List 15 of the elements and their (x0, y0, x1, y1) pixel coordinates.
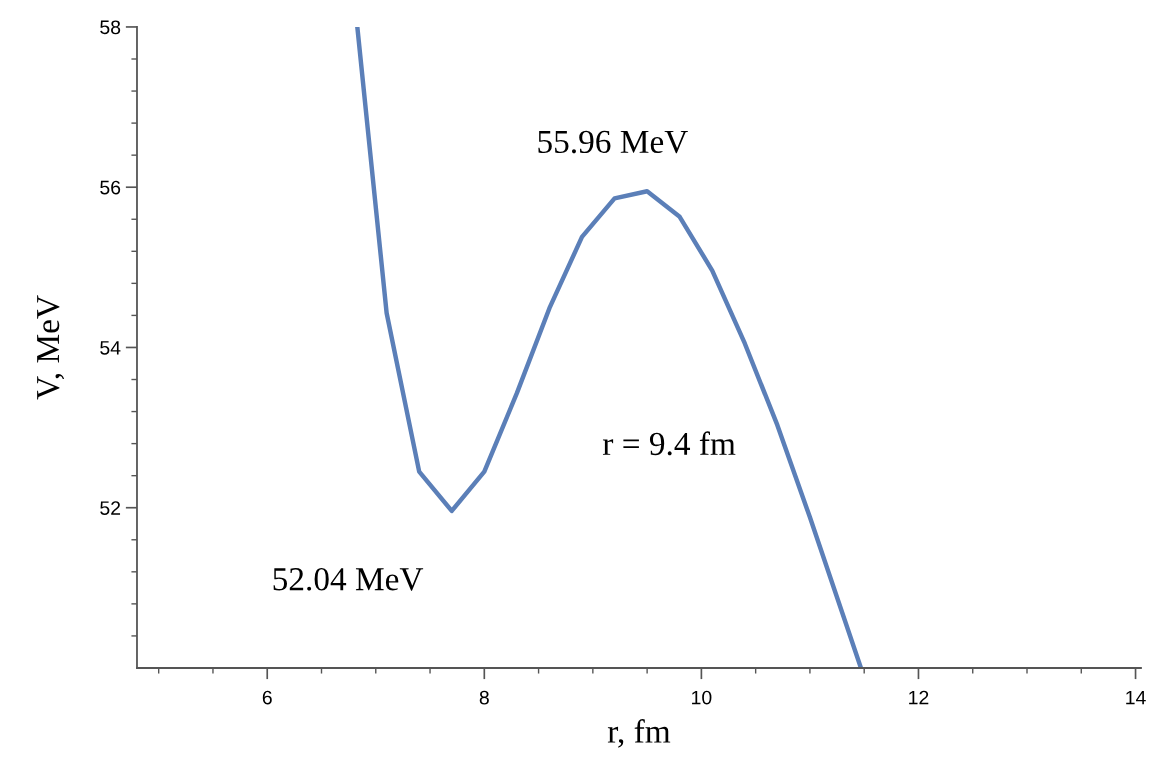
y-tick-label: 56 (100, 180, 121, 195)
x-axis-title: r, fm (607, 719, 671, 748)
x-tick-label: 12 (909, 690, 929, 705)
y-tick-label: 54 (100, 341, 121, 355)
line-series (355, 26, 864, 668)
annotation: r = 9.4 fm (602, 431, 736, 456)
annotation: 55.96 MeV (538, 130, 688, 154)
x-tick-label: 10 (692, 690, 712, 705)
y-axis-title: V, MeV (37, 295, 65, 400)
y-tick-label: 58 (100, 20, 121, 35)
x-tick-label: 14 (1126, 690, 1146, 705)
x-tick-label: 6 (262, 690, 272, 705)
x-tick-label: 8 (479, 690, 489, 705)
y-tick-label: 52 (100, 501, 121, 515)
annotation: 52.04 MeV (273, 567, 424, 591)
